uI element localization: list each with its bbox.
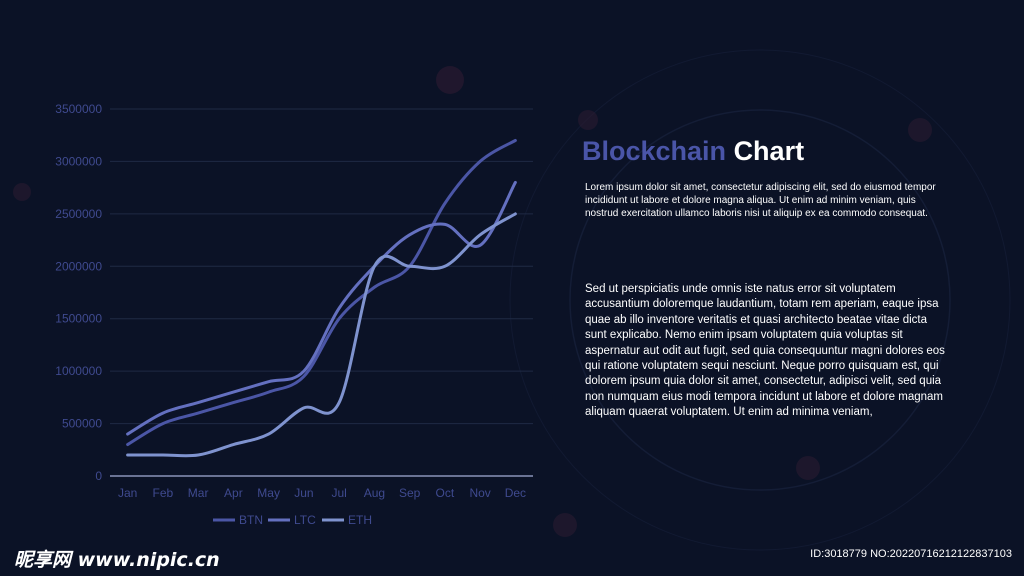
legend-label: ETH [348,513,372,527]
line-chart: 0 500000 1000000 1500000 2000000 2500000 30000… [55,102,533,527]
x-tick-label: Jul [331,486,346,500]
chart-series [126,138,517,458]
y-axis-tick-labels: 0 500000 1000000 1500000 2000000 2500000 30000… [55,102,102,483]
x-tick-label: May [257,486,280,500]
chart-gridlines [110,108,533,477]
legend-label: BTN [239,513,263,527]
x-tick-label: Apr [224,486,243,500]
y-tick-label: 1500000 [55,312,102,326]
watermark-id: ID:3018779 NO:20220716212122837103 [810,548,1012,560]
body-paragraph: Sed ut perspiciatis unde omnis iste natu… [585,283,945,419]
y-tick-label: 3500000 [55,102,102,116]
slide-title-rest: Chart [733,136,805,166]
y-tick-label: 2500000 [55,207,102,221]
y-tick-label: 500000 [62,417,102,431]
legend-label: LTC [294,513,316,527]
y-tick-label: 2000000 [55,259,102,273]
y-tick-label: 3000000 [55,154,102,168]
slide-title-accent: Blockchain [582,136,727,166]
slide-title: Blockchain Chart [582,136,804,167]
intro-paragraph: Lorem ipsum dolor sit amet, consectetur … [585,182,936,220]
x-axis-tick-labels: Jan Feb Mar Apr May Jun Jul Aug Sep Oct Nov Dec [118,486,526,500]
x-tick-label: Sep [399,486,421,500]
y-tick-label: 0 [95,469,102,483]
x-tick-label: Jun [294,486,313,500]
x-tick-label: Nov [469,486,490,500]
y-tick-label: 1000000 [55,364,102,378]
x-tick-label: Aug [364,486,385,500]
watermark-logo: 昵享网 www.nipic.cn [14,549,220,571]
series-line-ltc [126,180,517,436]
x-tick-label: Feb [153,486,174,500]
series-line-btn [126,138,517,447]
series-line-eth [126,212,517,458]
chart-legend: BTN LTC ETH [213,513,372,527]
x-tick-label: Jan [118,486,137,500]
x-tick-label: Dec [505,486,526,500]
x-tick-label: Mar [188,486,209,500]
x-tick-label: Oct [436,486,455,500]
